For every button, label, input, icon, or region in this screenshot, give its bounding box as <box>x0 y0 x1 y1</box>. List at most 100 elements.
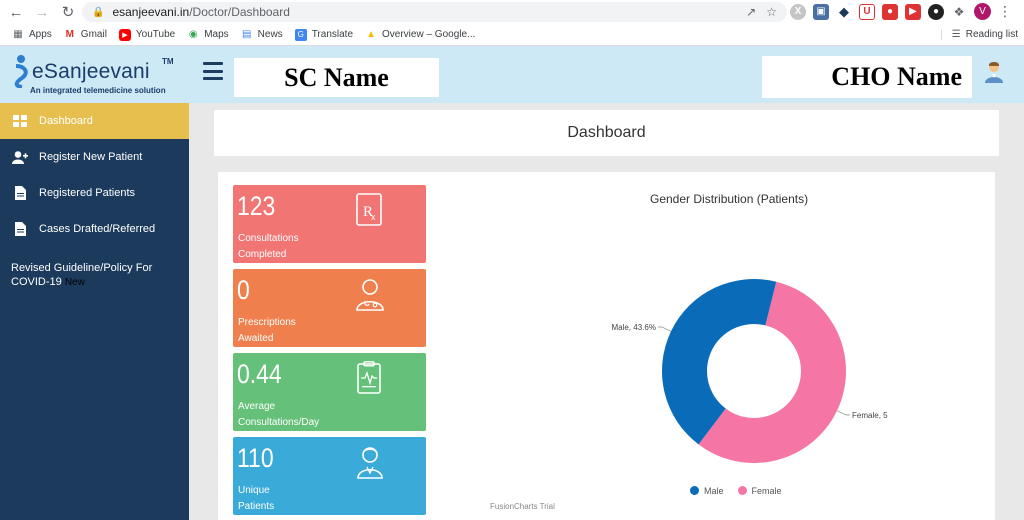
bookmark-label: News <box>257 29 283 40</box>
logo-swoosh-icon <box>14 55 28 88</box>
doctor-icon <box>356 279 384 311</box>
stat-label-line: Consultations/Day <box>238 417 320 428</box>
chart-legend: Male Female <box>690 486 782 496</box>
translate-icon: G <box>294 28 307 41</box>
extension-diamond-icon[interactable]: ◆ <box>839 3 849 19</box>
stat-average-consultations-per-day[interactable]: 0.44 Average Consultations/Day <box>233 353 426 431</box>
stat-value: 0 <box>237 275 250 305</box>
gender-donut-chart: Male, 43.6% Female, 56.4% <box>611 279 888 463</box>
browser-menu-icon[interactable]: ⋮ <box>998 3 1012 19</box>
chart-title: Gender Distribution (Patients) <box>650 192 809 206</box>
legend-label: Male <box>704 486 724 496</box>
stat-consultations-completed[interactable]: 123 Consultations Completed R x <box>233 185 426 263</box>
extensions-puzzle-icon[interactable]: ❖ <box>953 4 965 19</box>
stat-unique-patients[interactable]: 110 Unique Patients <box>233 437 426 515</box>
stat-label: Prescriptions Awaited <box>238 315 296 347</box>
document-icon <box>12 185 28 201</box>
dashboard-content: 123 Consultations Completed R x 0 Prescr… <box>218 172 995 520</box>
back-arrow-icon[interactable]: ← <box>8 3 24 21</box>
url-host: esanjeevani.in <box>112 5 190 19</box>
doctor-avatar-icon[interactable] <box>982 59 1006 83</box>
news-icon: ▤ <box>241 29 252 40</box>
extension-record-icon[interactable]: ● <box>882 3 898 20</box>
guideline-line2: COVID-19 <box>11 276 62 288</box>
logo-text: eSanjeevani <box>32 60 150 83</box>
add-user-icon <box>12 149 28 165</box>
sidebar-item-cases-drafted-referred[interactable]: Cases Drafted/Referred <box>0 211 189 247</box>
bookmark-news[interactable]: ▤ News <box>241 29 283 41</box>
bookmark-star-icon[interactable]: ☆ <box>766 5 777 19</box>
extension-save-icon[interactable]: ▣ <box>813 3 829 20</box>
extension-x-icon[interactable]: X <box>790 3 806 20</box>
bookmark-maps[interactable]: ◉ Maps <box>187 29 229 41</box>
stat-value: 123 <box>237 191 276 221</box>
data-label-leader-female <box>836 410 851 416</box>
sidebar-item-label: Cases Drafted/Referred <box>39 223 156 235</box>
sidebar-item-label: Registered Patients <box>39 187 135 199</box>
reading-list-icon: ☰ <box>951 29 961 40</box>
esanjeevani-logo[interactable]: eSanjeevani TM An integrated telemedicin… <box>12 54 182 96</box>
apps-grid-icon: ▦ <box>13 29 23 40</box>
bookmark-translate[interactable]: G Translate <box>294 28 354 41</box>
cho-name-box: CHO Name <box>762 56 972 98</box>
gmail-icon: M <box>65 29 74 40</box>
data-label-male: Male, 43.6% <box>611 323 655 332</box>
bookmarks-bar: ▦ Apps M Gmail ▶ YouTube ◉ Maps ▤ News G… <box>0 24 1024 46</box>
url-path: /Doctor/Dashboard <box>189 5 290 19</box>
dashboard-grid-icon <box>12 113 28 129</box>
bookmark-label: Translate <box>311 29 354 40</box>
sidebar-item-register-new-patient[interactable]: Register New Patient <box>0 139 189 175</box>
sidebar-item-label: Dashboard <box>39 115 93 127</box>
reading-list-label: Reading list <box>965 29 1018 40</box>
google-ads-icon: ▲ <box>366 29 376 40</box>
stat-label-line: Awaited <box>238 333 274 344</box>
bookmark-apps[interactable]: ▦ Apps <box>12 29 52 41</box>
youtube-icon: ▶ <box>118 28 131 41</box>
reload-icon[interactable]: ↻ <box>61 4 75 21</box>
sidebar-item-covid-guideline[interactable]: Revised Guideline/Policy For COVID-19 Ne… <box>0 247 189 290</box>
bookmark-overview[interactable]: ▲ Overview – Google... <box>365 29 475 41</box>
app-header: eSanjeevani TM An integrated telemedicin… <box>0 46 1024 103</box>
logo-trademark: TM <box>162 57 174 66</box>
fusioncharts-trial-label: FusionCharts Trial <box>490 502 555 511</box>
data-label-female: Female, 56.4% <box>852 411 888 420</box>
sidebar-item-dashboard[interactable]: Dashboard <box>0 103 189 139</box>
legend-dot <box>737 486 747 495</box>
browser-toolbar: ← → ↻ 🔒 esanjeevani.in/Doctor/Dashboard … <box>0 0 1024 24</box>
prescription-rx-icon: R x <box>356 193 382 226</box>
lock-icon: 🔒 <box>92 6 105 18</box>
page-title: Dashboard <box>214 110 999 156</box>
legend-item-male[interactable]: Male <box>690 486 724 496</box>
reading-list-button[interactable]: ☰ Reading list <box>940 29 1018 40</box>
bookmark-gmail[interactable]: M Gmail <box>64 29 107 41</box>
legend-dot <box>690 486 699 495</box>
url-bar[interactable]: 🔒 esanjeevani.in/Doctor/Dashboard ↗ ☆ <box>82 2 787 22</box>
sidebar-item-label: Register New Patient <box>39 151 143 163</box>
stat-label-line: Average <box>238 401 276 412</box>
stat-label-line: Completed <box>238 249 287 260</box>
extension-circle-icon[interactable]: ● <box>928 3 944 20</box>
svg-text:R: R <box>363 204 373 220</box>
hamburger-menu-icon[interactable] <box>203 62 223 80</box>
stat-label-line: Patients <box>238 501 275 512</box>
stat-prescriptions-awaited[interactable]: 0 Prescriptions Awaited <box>233 269 426 347</box>
stat-label: Average Consultations/Day <box>238 399 319 431</box>
extension-u-icon[interactable]: U <box>859 3 875 20</box>
forward-arrow-icon[interactable]: → <box>34 3 50 21</box>
bookmark-youtube[interactable]: ▶ YouTube <box>118 28 176 41</box>
bookmark-label: YouTube <box>135 29 176 40</box>
legend-item-female[interactable]: Female <box>737 486 782 496</box>
patient-icon <box>357 447 383 479</box>
share-icon[interactable]: ↗ <box>746 5 757 19</box>
data-label-leader-male <box>657 326 672 332</box>
new-badge: New <box>64 277 85 288</box>
extension-play-icon[interactable]: ▶ <box>905 3 921 20</box>
donut-slice-female[interactable] <box>698 281 846 463</box>
donut-slice-male[interactable] <box>662 279 777 445</box>
sidebar-item-registered-patients[interactable]: Registered Patients <box>0 175 189 211</box>
bookmark-label: Gmail <box>80 29 107 40</box>
stat-label: Unique Patients <box>238 483 274 515</box>
bookmark-label: Apps <box>29 29 52 40</box>
profile-avatar[interactable]: V <box>974 3 991 20</box>
bookmark-label: Overview – Google... <box>382 29 476 40</box>
